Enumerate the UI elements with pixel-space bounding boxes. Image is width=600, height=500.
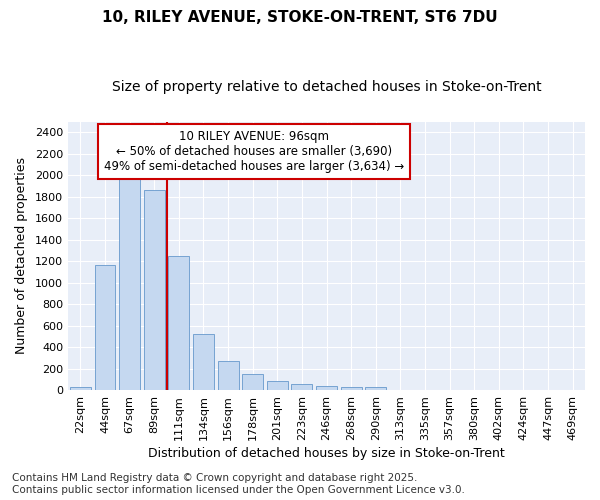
Text: 10, RILEY AVENUE, STOKE-ON-TRENT, ST6 7DU: 10, RILEY AVENUE, STOKE-ON-TRENT, ST6 7D…	[102, 10, 498, 25]
Bar	[95, 265, 115, 390]
X-axis label: Distribution of detached houses by size in Stoke-on-Trent: Distribution of detached houses by size …	[148, 447, 505, 460]
Bar	[169, 256, 189, 390]
Bar	[341, 387, 362, 390]
Bar	[70, 388, 91, 390]
Bar	[193, 334, 214, 390]
Bar	[119, 178, 140, 390]
Y-axis label: Number of detached properties: Number of detached properties	[15, 158, 28, 354]
Text: 10 RILEY AVENUE: 96sqm
← 50% of detached houses are smaller (3,690)
49% of semi-: 10 RILEY AVENUE: 96sqm ← 50% of detached…	[104, 130, 404, 172]
Bar	[144, 190, 164, 390]
Bar	[365, 388, 386, 390]
Bar	[267, 381, 288, 390]
Text: Contains HM Land Registry data © Crown copyright and database right 2025.
Contai: Contains HM Land Registry data © Crown c…	[12, 474, 465, 495]
Bar	[316, 386, 337, 390]
Bar	[292, 384, 313, 390]
Bar	[218, 360, 239, 390]
Title: Size of property relative to detached houses in Stoke-on-Trent: Size of property relative to detached ho…	[112, 80, 541, 94]
Bar	[242, 374, 263, 390]
